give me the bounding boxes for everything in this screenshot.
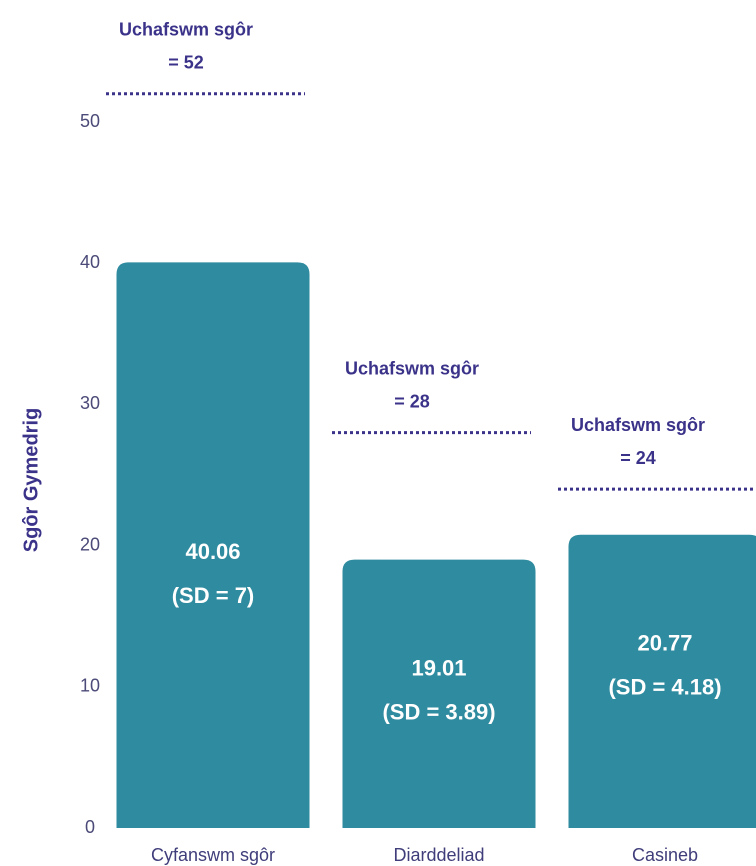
y-tick-label: 10 (80, 676, 100, 696)
max-label: Uchafswm sgôr (571, 415, 705, 435)
data-label: 19.01 (411, 655, 466, 680)
bar (116, 262, 310, 829)
y-axis-title: Sgôr Gymedrig (20, 408, 42, 552)
sd-label: (SD = 4.18) (608, 675, 721, 700)
data-label: 20.77 (637, 631, 692, 656)
max-value-label: = 24 (620, 448, 656, 468)
y-tick-label: 0 (85, 817, 95, 837)
max-value-label: = 28 (394, 391, 430, 411)
sd-label: (SD = 3.89) (382, 699, 495, 724)
max-label: Uchafswm sgôr (345, 358, 479, 378)
x-tick-label: Cyfanswm sgôr (151, 845, 275, 865)
y-tick-label: 30 (80, 393, 100, 413)
y-tick-label: 50 (80, 111, 100, 131)
sd-label: (SD = 7) (172, 583, 255, 608)
max-label: Uchafswm sgôr (119, 20, 253, 40)
y-tick-label: 20 (80, 534, 100, 554)
x-tick-label: Diarddeliad (393, 845, 484, 865)
y-tick-label: 40 (80, 252, 100, 272)
x-tick-label: Casineb (632, 845, 698, 865)
bar (568, 534, 756, 828)
bar (342, 559, 536, 828)
max-value-label: = 52 (168, 53, 204, 73)
data-label: 40.06 (185, 539, 240, 564)
